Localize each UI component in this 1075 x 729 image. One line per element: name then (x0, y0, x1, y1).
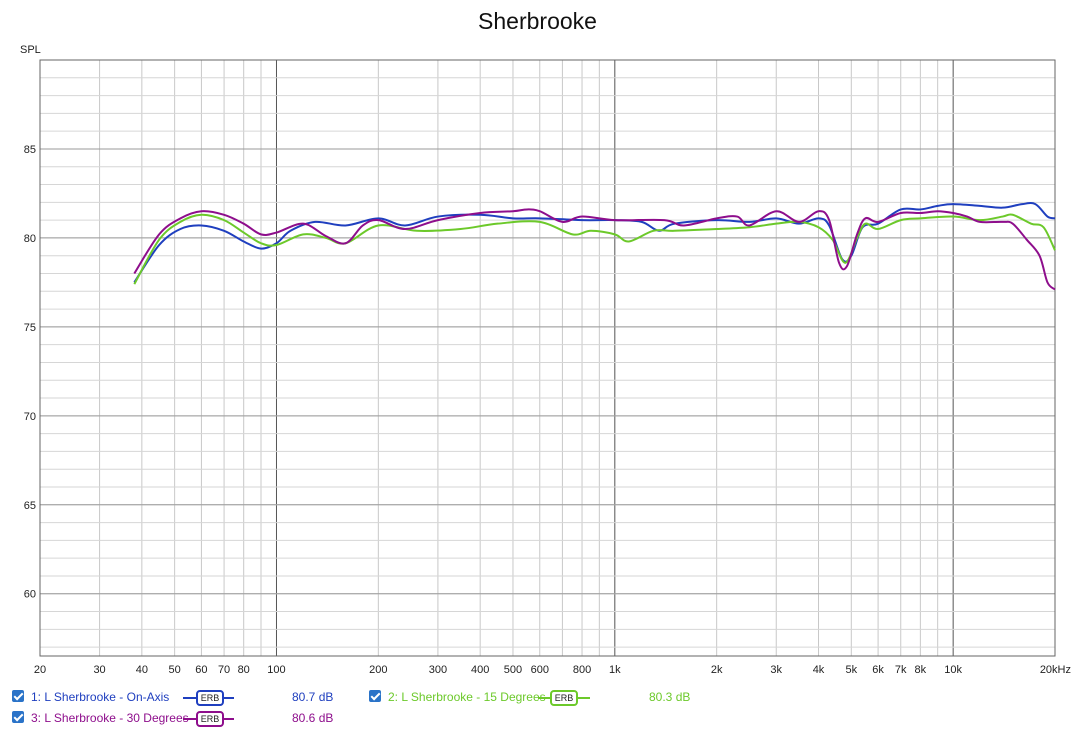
legend-checkbox[interactable] (12, 690, 24, 702)
legend-label: 2: L Sherbrooke - 15 Degrees (388, 690, 546, 704)
x-tick-label: 8k (915, 664, 927, 676)
legend-label: 1: L Sherbrooke - On-Axis (31, 690, 170, 704)
grid (39, 59, 1056, 656)
x-tick-label: 400 (471, 664, 489, 676)
x-tick-label: 80 (238, 664, 250, 676)
x-tick-label: 200 (369, 664, 387, 676)
plot-frame (39, 59, 1056, 657)
x-tick-label: 4k (813, 664, 825, 676)
legend-average-value: 80.7 dB (292, 690, 334, 704)
x-tick-label: 100 (267, 664, 285, 676)
x-tick-label: 300 (429, 664, 447, 676)
legend-label: 3: L Sherbrooke - 30 Degrees (31, 711, 189, 725)
x-tick-label: 40 (136, 664, 148, 676)
legend-checkbox[interactable] (369, 690, 381, 702)
x-tick-label: 3k (770, 664, 782, 676)
legend-item-1[interactable]: 1: L Sherbrooke - On-Axis ERB 80.7 dB (0, 688, 1075, 706)
chart-title: Sherbrooke (478, 8, 597, 34)
frequency-response-chart: 60 65 70 75 80 85 20 30 40 50 60 70 80 100 200 300 400 5… (20, 44, 1071, 676)
legend-average-value: 80.3 dB (649, 690, 691, 704)
y-tick-label: 60 (24, 589, 36, 601)
x-tick-label: 1k (609, 664, 621, 676)
series-line-2 (133, 213, 1056, 285)
legend-average-value: 80.6 dB (292, 711, 334, 725)
y-axis-label: SPL (20, 44, 41, 56)
y-axis-ticks: 60 65 70 75 80 85 (24, 144, 36, 601)
x-tick-label: 6k (872, 664, 884, 676)
x-tick-label: 30 (93, 664, 105, 676)
x-tick-label: 70 (218, 664, 230, 676)
y-tick-label: 65 (24, 500, 36, 512)
series-line-1 (133, 202, 1056, 283)
x-tick-label: 50 (169, 664, 181, 676)
smoothing-badge[interactable]: ERB (196, 711, 224, 727)
y-tick-label: 75 (24, 322, 36, 334)
series-layer (133, 202, 1056, 291)
x-tick-label: 2k (711, 664, 723, 676)
smoothing-badge[interactable]: ERB (550, 690, 578, 706)
x-tick-label: 7k (895, 664, 907, 676)
legend-item-2[interactable]: 2: L Sherbrooke - 15 Degrees ERB 80.3 dB (0, 688, 1075, 706)
x-tick-label: 800 (573, 664, 591, 676)
x-tick-label: 5k (845, 664, 857, 676)
x-tick-label: 10k (944, 664, 962, 676)
smoothing-badge[interactable]: ERB (196, 690, 224, 706)
x-tick-label: 20kHz (1040, 664, 1071, 676)
y-tick-label: 85 (24, 144, 36, 156)
x-tick-label: 20 (34, 664, 46, 676)
legend-item-3[interactable]: 3: L Sherbrooke - 30 Degrees ERB 80.6 dB (0, 709, 1075, 727)
y-tick-label: 80 (24, 233, 36, 245)
x-tick-label: 60 (195, 664, 207, 676)
x-tick-label: 600 (531, 664, 549, 676)
x-axis-ticks: 20 30 40 50 60 70 80 100 200 300 400 500 600 800 1k 2k 3… (34, 664, 1071, 676)
legend-checkbox[interactable] (12, 711, 24, 723)
y-tick-label: 70 (24, 411, 36, 423)
series-line-3 (133, 208, 1056, 291)
x-tick-label: 500 (504, 664, 522, 676)
